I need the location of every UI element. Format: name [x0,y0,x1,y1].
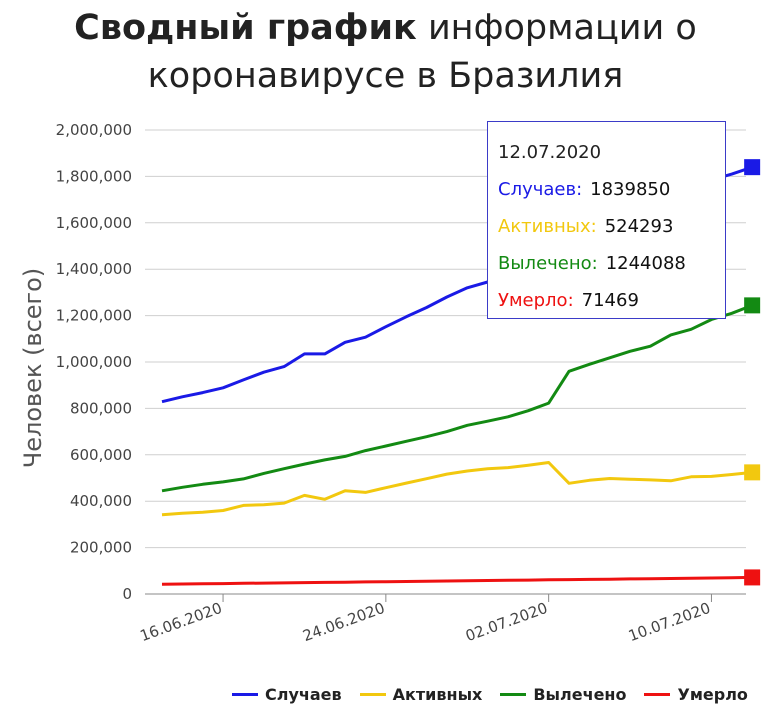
tooltip-row-active: Активных: 524293 [498,208,725,245]
legend-label: Вылечено [533,684,627,704]
tooltip-value: 71469 [581,290,639,311]
y-tick-label: 1,400,000 [56,260,132,278]
y-tick-label: 1,000,000 [56,353,132,371]
y-tick-label: 1,200,000 [56,307,132,325]
y-tick-label: 400,000 [70,492,132,510]
y-tick-label: 600,000 [70,446,132,464]
tooltip-label: Вылечено: [498,253,598,274]
y-tick-label: 1,800,000 [56,167,132,185]
y-tick-label: 0 [122,585,132,603]
tooltip-value: 524293 [604,216,674,237]
series-end-marker-1 [744,464,761,481]
series-end-marker-3 [744,569,761,586]
tooltip-value: 1244088 [605,253,686,274]
series-end-marker-0 [744,159,761,176]
legend-item-cases[interactable]: Случаев [232,685,342,704]
title-bold: Сводный график [74,8,417,48]
tooltip-label: Умерло: [498,290,574,311]
legend-label: Случаев [265,684,342,704]
legend: Случаев Активных Вылечено Умерло [232,680,748,708]
tooltip-row-cases: Случаев: 1839850 [498,171,725,208]
x-tick-label: 16.06.2020 [138,599,225,645]
tooltip-label: Активных: [498,216,597,237]
legend-swatch [359,692,386,696]
legend-label: Умерло [677,684,748,704]
y-tick-labels: 0 200,000 400,000 600,000 800,000 1,000,000 1,… [56,121,132,603]
y-tick-label: 800,000 [70,399,132,417]
tooltip-date: 12.07.2020 [498,142,602,163]
tooltip-label: Случаев: [498,179,583,200]
y-tick-label: 1,600,000 [56,214,132,232]
tooltip: 12.07.2020 Случаев: 1839850 Активных: 5242… [487,121,726,319]
tooltip-value: 1839850 [590,179,671,200]
series-line-1 [161,461,753,517]
series-end-markers [744,159,761,586]
x-tick-label: 10.07.2020 [626,599,713,645]
tooltip-row-deaths: Умерло: 71469 [498,282,725,319]
title-line1-rest: информации о [427,8,697,48]
x-tick-label: 24.06.2020 [300,599,387,645]
tooltip-row-recovered: Вылечено: 1244088 [498,245,725,282]
legend-item-active[interactable]: Активных [359,684,483,704]
y-axis-label: Человек (всего) [19,268,47,468]
legend-swatch [500,692,527,696]
legend-item-deaths[interactable]: Умерло [644,684,748,704]
y-tick-label: 2,000,000 [56,121,132,139]
x-tick-label: 02.07.2020 [463,599,550,645]
series-line-2 [161,304,753,493]
legend-swatch [644,692,671,696]
y-tick-label: 200,000 [70,539,132,557]
title-line2: коронавирусе в Бразилия [147,56,624,96]
legend-item-recovered[interactable]: Вылечено [500,685,626,704]
series-end-marker-2 [744,297,761,314]
x-tick-labels: 16.06.2020 24.06.2020 02.07.2020 10.07.2020 [138,599,713,645]
legend-label: Активных [392,684,483,704]
legend-swatch [232,692,258,696]
series-line-3 [161,575,753,586]
chart-title: Сводный график информации о коронавирусе… [0,4,771,100]
